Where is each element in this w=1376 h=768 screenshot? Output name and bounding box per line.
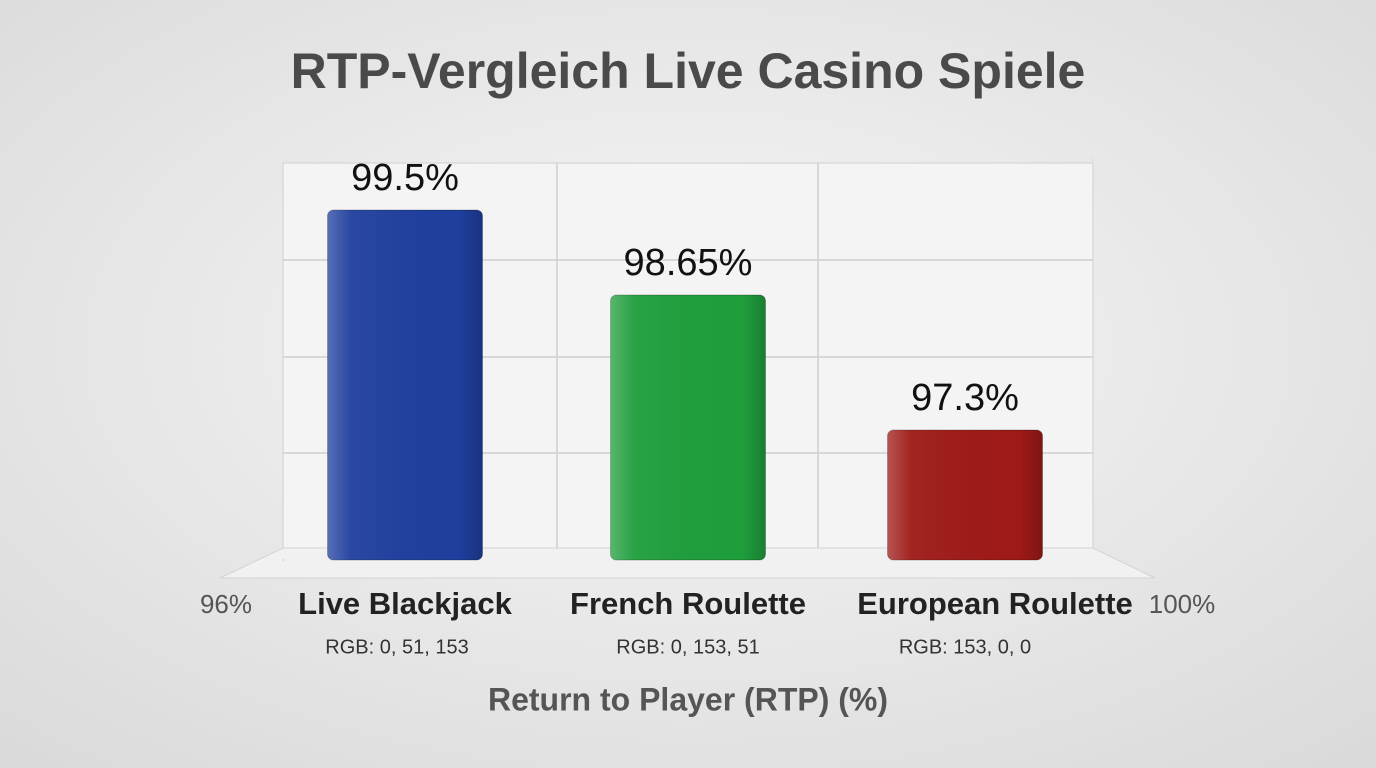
x-tick-label: European Roulette [857,586,1133,621]
x-axis-label: Return to Player (RTP) (%) [488,681,888,717]
axis-tick-label: 100% [1149,589,1216,619]
bar-shine [327,210,483,560]
category-note: RGB: 0, 153, 51 [616,636,759,658]
category-note: RGB: 0, 51, 153 [325,636,468,658]
axis-tick-label: 96% [200,589,252,619]
bar-shine [610,295,766,560]
x-tick-label: Live Blackjack [298,586,512,621]
x-tick-label: French Roulette [570,586,806,621]
value-label: 97.3% [911,377,1019,419]
chart-title: RTP-Vergleich Live Casino Spiele [291,43,1086,99]
category-note: RGB: 153, 0, 0 [899,636,1031,658]
value-label: 99.5% [351,157,459,199]
value-label: 98.65% [624,242,753,284]
bar-shine [887,430,1043,560]
